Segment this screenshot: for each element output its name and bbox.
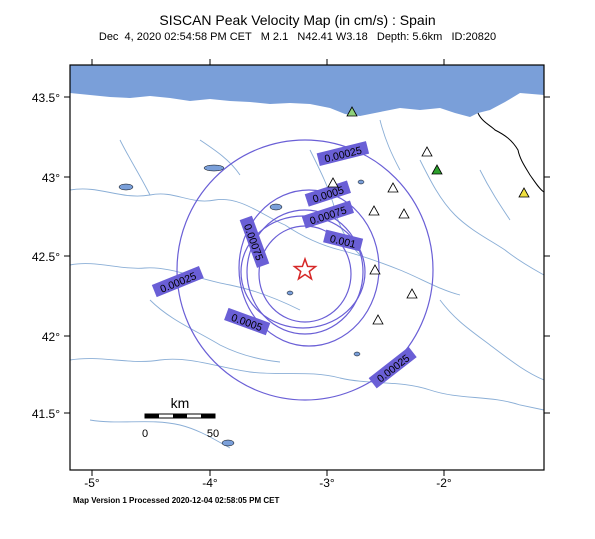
y-tick-label: 42° — [42, 330, 60, 344]
station-triangle-icon — [372, 314, 384, 325]
station-triangle-icon — [406, 288, 418, 299]
y-tick-label: 43° — [42, 171, 60, 185]
y-tick-label: 41.5° — [32, 407, 60, 421]
y-tick-label: 42.5° — [32, 250, 60, 264]
contour-line — [238, 189, 380, 347]
x-tick-label: -4° — [202, 476, 218, 490]
stations — [327, 106, 530, 325]
processing-note: Map Version 1 Processed 2020-12-04 02:58… — [73, 496, 280, 505]
x-tick-label: -5° — [84, 476, 100, 490]
station-triangle-icon — [387, 182, 399, 193]
station-triangle-icon — [369, 264, 381, 275]
contour-label: 0.00075 — [239, 215, 270, 268]
station-triangle-icon — [368, 205, 380, 216]
scale-unit: km — [171, 395, 190, 411]
x-tick-label: -2° — [436, 476, 452, 490]
scale-bar: km 0 50 — [142, 395, 219, 440]
epicenter-star-icon — [292, 256, 318, 281]
x-tick-label: -3° — [319, 476, 335, 490]
axis-ticks — [64, 59, 550, 476]
station-triangle-icon — [431, 164, 443, 175]
station-triangle-icon — [518, 187, 530, 198]
border-line — [477, 112, 545, 193]
sea-area — [70, 65, 544, 117]
event-info: Dec 4, 2020 02:54:58 PM CET M 2.1 N42.41… — [98, 31, 497, 43]
station-triangle-icon — [346, 106, 358, 117]
scale-start: 0 — [142, 428, 148, 440]
map-title: SISCAN Peak Velocity Map (in cm/s) : Spa… — [159, 12, 436, 28]
map-area: 0.000250.00050.000750.0010.000750.000250… — [32, 59, 550, 490]
lakes — [118, 164, 365, 447]
station-triangle-icon — [421, 146, 433, 157]
station-triangle-icon — [398, 208, 410, 219]
scale-end: 50 — [207, 428, 219, 440]
y-tick-label: 43.5° — [32, 91, 60, 105]
station-triangle-icon — [327, 177, 339, 188]
contour-line — [246, 209, 364, 335]
contour-line — [176, 139, 434, 401]
